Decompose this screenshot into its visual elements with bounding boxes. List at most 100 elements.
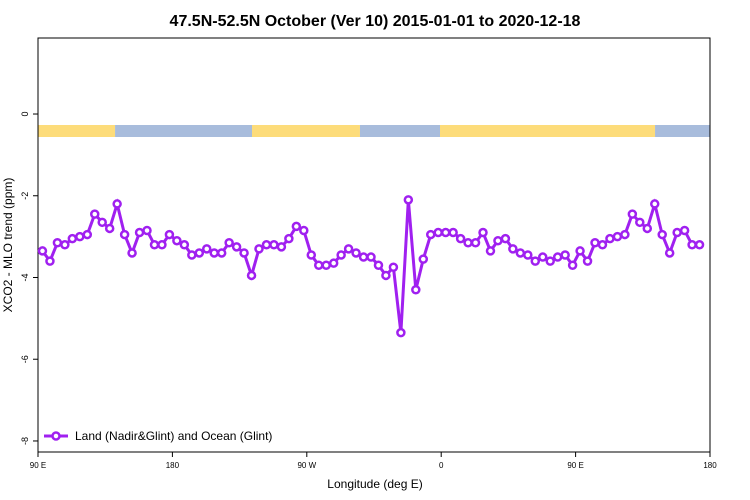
data-point xyxy=(508,244,518,254)
y-tick-label: -4 xyxy=(20,273,30,281)
data-point xyxy=(75,231,85,242)
surface-band xyxy=(655,125,710,137)
data-point xyxy=(321,260,331,270)
data-point xyxy=(60,240,70,250)
data-point xyxy=(336,250,346,260)
data-point xyxy=(403,195,414,205)
data-point xyxy=(149,240,160,250)
data-point xyxy=(425,229,436,240)
data-point xyxy=(276,242,287,252)
data-point xyxy=(254,244,264,254)
data-point xyxy=(82,229,93,240)
data-point xyxy=(381,270,391,281)
data-point xyxy=(328,258,339,268)
data-point xyxy=(448,227,458,238)
data-point xyxy=(575,246,585,256)
data-point xyxy=(246,270,257,281)
series-line xyxy=(41,198,700,333)
data-point xyxy=(388,262,399,273)
x-tick-label: 90 E xyxy=(30,461,46,470)
data-point xyxy=(284,233,294,244)
data-point xyxy=(552,252,563,262)
y-axis-label: XCO2 - MLO trend (ppm) xyxy=(1,178,15,313)
data-point xyxy=(45,256,55,266)
data-point xyxy=(396,327,406,338)
data-point xyxy=(582,256,593,266)
data-point xyxy=(89,209,100,219)
data-point xyxy=(201,244,212,254)
data-point xyxy=(216,248,227,258)
surface-band xyxy=(440,125,656,137)
data-point xyxy=(373,260,384,270)
data-point xyxy=(657,229,667,240)
chart-title: 47.5N-52.5N October (Ver 10) 2015-01-01 … xyxy=(170,13,581,30)
data-point xyxy=(642,223,653,234)
data-point xyxy=(455,233,466,244)
data-point xyxy=(605,233,615,244)
data-point xyxy=(485,246,496,256)
data-point xyxy=(418,254,429,264)
data-point xyxy=(515,248,526,258)
data-point xyxy=(649,199,660,209)
data-point xyxy=(545,256,555,266)
data-point xyxy=(478,227,488,238)
data-point xyxy=(530,256,541,266)
data-point xyxy=(463,238,473,248)
data-point xyxy=(37,246,48,256)
data-point xyxy=(179,240,190,250)
data-point xyxy=(672,227,682,238)
plot-frame xyxy=(37,37,711,453)
data-point xyxy=(567,260,578,270)
data-point xyxy=(411,285,421,295)
data-point xyxy=(142,225,152,236)
data-point xyxy=(97,217,107,228)
data-point xyxy=(313,260,324,270)
x-tick-label: 90 E xyxy=(567,461,583,470)
data-point xyxy=(694,240,705,250)
surface-band xyxy=(38,125,116,137)
x-tick-label: 180 xyxy=(703,461,717,470)
data-point xyxy=(187,250,197,260)
data-point xyxy=(104,223,115,234)
data-point xyxy=(500,233,511,244)
data-point xyxy=(687,240,697,250)
data-point xyxy=(433,227,443,238)
data-point xyxy=(590,238,600,248)
y-tick-label: -6 xyxy=(20,355,30,363)
data-point xyxy=(291,221,302,232)
data-point xyxy=(343,244,354,254)
data-point xyxy=(224,238,234,248)
data-point xyxy=(635,217,645,228)
data-point xyxy=(627,209,638,219)
data-point xyxy=(358,252,369,262)
data-point xyxy=(164,229,175,240)
data-point xyxy=(194,248,205,258)
data-point xyxy=(560,250,570,260)
data-point xyxy=(269,240,279,250)
data-point xyxy=(172,235,182,246)
y-tick-label: -8 xyxy=(20,437,30,445)
data-point xyxy=(209,248,219,258)
y-tick-label: -2 xyxy=(20,192,30,200)
data-point xyxy=(440,227,451,238)
x-tick-label: 180 xyxy=(166,461,180,470)
data-point xyxy=(664,248,675,258)
data-point xyxy=(134,227,145,238)
data-point xyxy=(620,229,630,240)
data-point xyxy=(119,229,130,240)
x-tick-label: 90 W xyxy=(297,461,316,470)
data-point xyxy=(261,240,272,250)
data-point xyxy=(112,199,122,209)
surface-band xyxy=(251,125,360,137)
data-point xyxy=(470,238,481,248)
data-point xyxy=(597,240,608,250)
data-point xyxy=(351,248,361,258)
data-point xyxy=(239,248,249,258)
y-tick-label: 0 xyxy=(20,112,30,117)
data-point xyxy=(612,231,623,242)
data-point xyxy=(523,250,533,260)
legend-marker xyxy=(51,431,61,441)
data-point xyxy=(157,240,167,250)
data-point xyxy=(52,238,63,248)
